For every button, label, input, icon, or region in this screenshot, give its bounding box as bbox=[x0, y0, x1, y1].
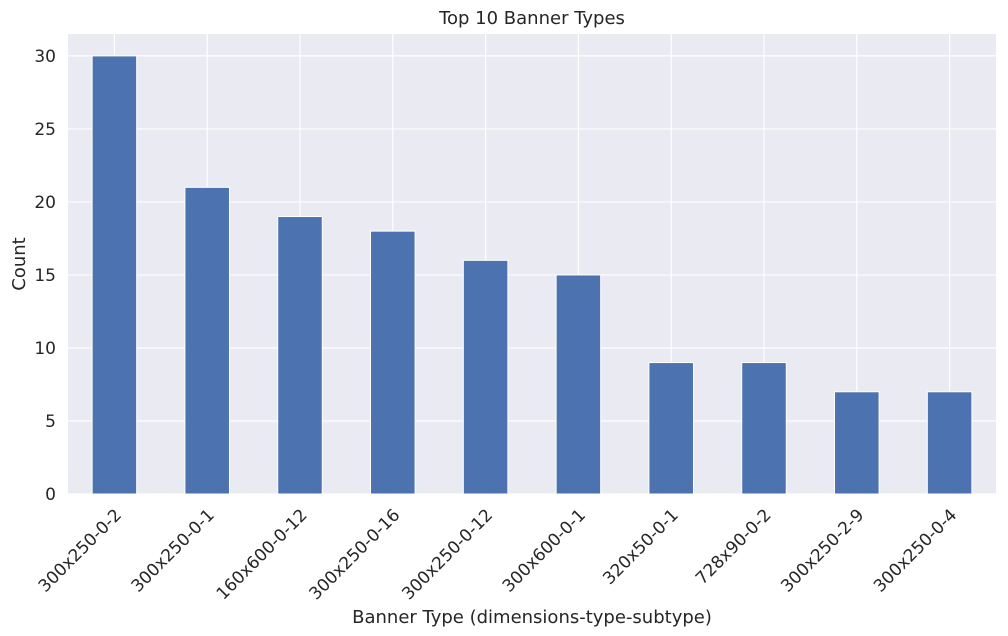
x-tick-label: 300x250-0-1 bbox=[128, 505, 219, 596]
x-tick-label: 320x50-0-1 bbox=[599, 505, 682, 588]
bar-300x250-0-2 bbox=[91, 55, 138, 495]
x-tick-label: 300x250-0-4 bbox=[870, 505, 961, 596]
x-tick-label: 300x250-0-16 bbox=[306, 505, 405, 604]
y-tick-label: 0 bbox=[45, 485, 56, 505]
bars bbox=[91, 55, 973, 495]
y-tick-label: 20 bbox=[34, 193, 56, 213]
bar-300x250-0-16 bbox=[370, 230, 416, 495]
x-tick-label: 300x250-2-9 bbox=[777, 505, 868, 596]
y-axis-ticks: 0 5 10 15 20 25 30 bbox=[34, 47, 56, 505]
x-axis-label: Banner Type (dimensions-type-subtype) bbox=[352, 607, 712, 628]
y-tick-label: 5 bbox=[45, 412, 56, 432]
bar-320x50-0-1 bbox=[648, 362, 694, 495]
chart-title: Top 10 Banner Types bbox=[438, 8, 625, 29]
x-tick-label: 300x250-0-12 bbox=[398, 505, 497, 604]
bar-160x600-0-12 bbox=[277, 216, 323, 495]
x-axis-ticks: 300x250-0-2 300x250-0-1160x600-0-12300x25… bbox=[35, 505, 961, 604]
bar-300x250-0-1 bbox=[184, 186, 230, 495]
x-tick-label: 160x600-0-12 bbox=[213, 505, 312, 604]
bar-300x250-2-9 bbox=[834, 391, 880, 495]
x-tick-label: 728x90-0-2 bbox=[692, 505, 775, 588]
bar-300x250-0-4 bbox=[926, 391, 973, 495]
bar-300x250-0-12 bbox=[462, 259, 509, 495]
y-tick-label: 25 bbox=[34, 120, 56, 140]
bar-728x90-0-2 bbox=[741, 362, 787, 495]
y-tick-label: 30 bbox=[34, 47, 56, 67]
bar-300x600-0-1 bbox=[555, 274, 602, 495]
y-tick-label: 15 bbox=[34, 266, 56, 286]
x-tick-label: 300x600-0-1 bbox=[499, 505, 590, 596]
x-tick-label: 300x250-0-2 bbox=[35, 505, 126, 596]
y-axis-label: Count bbox=[9, 237, 30, 290]
y-tick-label: 10 bbox=[34, 339, 56, 359]
